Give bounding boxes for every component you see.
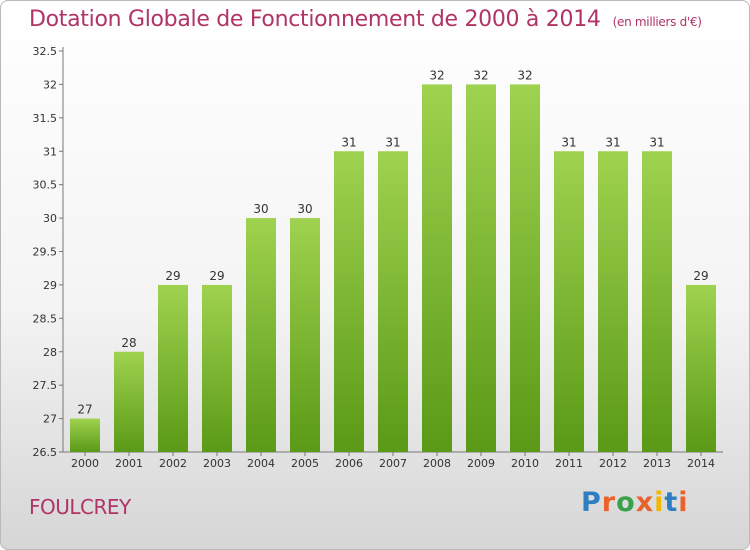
bar (378, 151, 408, 452)
x-tick-label: 2014 (687, 457, 715, 470)
bar-value-label: 29 (209, 269, 224, 283)
y-tick-label: 27 (43, 413, 57, 426)
bar-value-label: 28 (121, 336, 136, 350)
town-name: FOULCREY (29, 495, 131, 519)
y-tick-label: 30.5 (33, 179, 58, 192)
bar-value-label: 32 (517, 68, 532, 82)
logo-letter: x (635, 487, 655, 518)
bar-value-label: 27 (77, 403, 92, 417)
logo-letter: i (654, 487, 665, 518)
y-tick-label: 28 (43, 346, 57, 359)
bar-value-label: 30 (253, 202, 268, 216)
y-tick-label: 30 (43, 212, 57, 225)
proxiti-logo[interactable]: Proxiti (581, 487, 689, 518)
bar-value-label: 29 (693, 269, 708, 283)
bar (466, 84, 496, 453)
x-tick-label: 2003 (203, 457, 231, 470)
logo-letter: r (601, 487, 617, 518)
chart-title-text: Dotation Globale de Fonctionnement de 20… (29, 7, 601, 32)
bar (598, 151, 628, 452)
x-tick-label: 2010 (511, 457, 539, 470)
bar (554, 151, 584, 452)
logo-letter: P (581, 487, 602, 518)
x-tick-label: 2002 (159, 457, 187, 470)
logo-letter: o (616, 487, 636, 518)
bar (114, 351, 144, 452)
chart-units: (en milliers d'€) (612, 15, 702, 29)
x-tick-label: 2004 (247, 457, 275, 470)
logo-letter: t (664, 487, 679, 518)
y-tick-label: 28.5 (33, 312, 58, 325)
bar-value-label: 29 (165, 269, 180, 283)
y-tick-label: 29.5 (33, 246, 58, 259)
bar-value-label: 31 (649, 135, 664, 149)
bar-value-label: 31 (605, 135, 620, 149)
bar (246, 218, 276, 452)
logo-letter: i (678, 487, 689, 518)
bar (642, 151, 672, 452)
bar (422, 84, 452, 453)
bar-value-label: 32 (473, 68, 488, 82)
x-tick-label: 2013 (643, 457, 671, 470)
x-tick-label: 2001 (115, 457, 143, 470)
bar (510, 84, 540, 453)
bar-value-label: 31 (385, 135, 400, 149)
x-tick-label: 2006 (335, 457, 363, 470)
x-tick-label: 2007 (379, 457, 407, 470)
bar (686, 284, 716, 452)
x-tick-label: 2011 (555, 457, 583, 470)
bar (334, 151, 364, 452)
x-tick-label: 2012 (599, 457, 627, 470)
bar-value-label: 31 (561, 135, 576, 149)
y-tick-label: 31.5 (33, 112, 58, 125)
bar-value-label: 31 (341, 135, 356, 149)
y-tick-label: 32 (43, 78, 57, 91)
bar-value-label: 32 (429, 68, 444, 82)
bar (158, 284, 188, 452)
bar (202, 284, 232, 452)
y-tick-label: 29 (43, 279, 57, 292)
x-tick-label: 2005 (291, 457, 319, 470)
bar (290, 218, 320, 452)
bar (70, 418, 100, 452)
chart-title: Dotation Globale de Fonctionnement de 20… (29, 7, 702, 32)
x-tick-label: 2009 (467, 457, 495, 470)
y-tick-label: 31 (43, 145, 57, 158)
x-tick-label: 2000 (71, 457, 99, 470)
y-tick-label: 26.5 (33, 446, 58, 459)
y-tick-label: 27.5 (33, 379, 58, 392)
y-tick-label: 32.5 (33, 45, 58, 58)
x-tick-label: 2008 (423, 457, 451, 470)
bar-value-label: 30 (297, 202, 312, 216)
